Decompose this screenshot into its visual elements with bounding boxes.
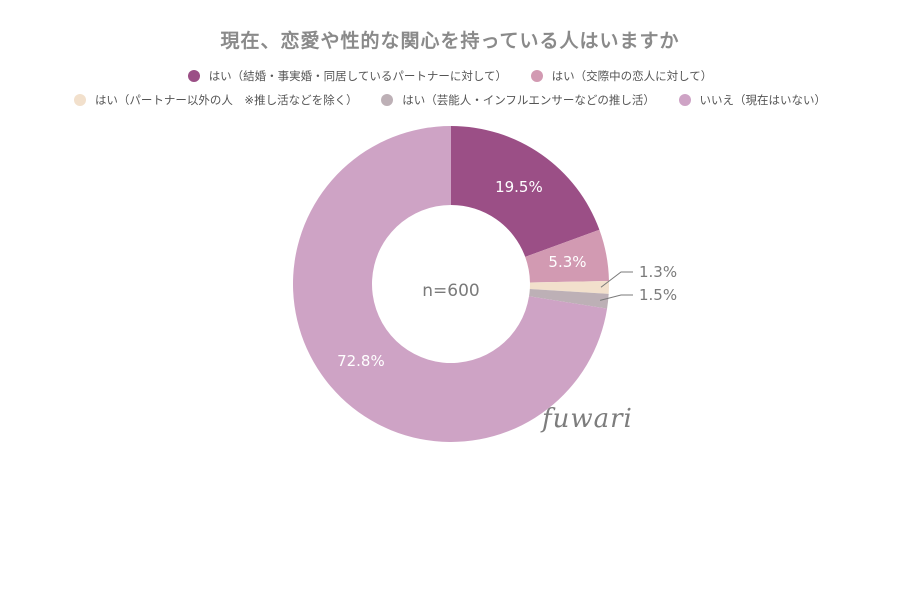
legend-swatch — [73, 94, 86, 106]
slice-2 — [529, 281, 610, 294]
legend-swatch — [381, 94, 394, 106]
donut-slices — [293, 126, 610, 443]
slice-label-0: 19.5% — [495, 178, 543, 196]
fuwari-logo: fuwari — [542, 404, 633, 434]
legend-label: いいえ（現在はいない） — [699, 93, 827, 107]
center-label: n=600 — [422, 281, 479, 301]
leader-line-2 — [600, 271, 633, 288]
donut-labels: 19.5% 5.3% 1.3% 1.5% 72.8% — [337, 178, 677, 370]
slice-label-3: 1.5% — [639, 286, 677, 304]
slice-0 — [451, 126, 600, 257]
legend-label: はい（芸能人・インフルエンサーなどの推し活） — [402, 93, 655, 107]
legend-label: はい（交際中の恋人に対して） — [551, 69, 713, 83]
slice-label-2: 1.3% — [639, 263, 677, 281]
legend-label: はい（結婚・事実婚・同居しているパートナーに対して） — [208, 69, 507, 83]
legend-swatch — [678, 94, 691, 106]
legend-swatch — [187, 70, 200, 82]
leader-line-3 — [599, 294, 633, 301]
slice-1 — [525, 229, 609, 283]
legend-item-dating: はい（交際中の恋人に対して） — [530, 68, 713, 84]
legend-item-other-person: はい（パートナー以外の人 ※推し活などを除く） — [73, 92, 358, 108]
legend-item-oshi: はい（芸能人・インフルエンサーなどの推し活） — [381, 92, 655, 108]
slice-label-1: 5.3% — [548, 253, 586, 271]
legend-item-none: いいえ（現在はいない） — [678, 92, 827, 108]
legend-row-1: はい（結婚・事実婚・同居しているパートナーに対して） はい（交際中の恋人に対して… — [0, 68, 900, 84]
slice-3 — [529, 288, 609, 309]
slice-label-4: 72.8% — [337, 352, 385, 370]
legend-label: はい（パートナー以外の人 ※推し活などを除く） — [94, 93, 358, 107]
legend-item-married: はい（結婚・事実婚・同居しているパートナーに対して） — [187, 68, 507, 84]
legend-swatch — [530, 70, 543, 82]
legend-row-2: はい（パートナー以外の人 ※推し活などを除く） はい（芸能人・インフルエンサーな… — [0, 92, 900, 108]
slice-4 — [293, 126, 608, 443]
chart-title: 現在、恋愛や性的な関心を持っている人はいますか — [220, 30, 680, 52]
